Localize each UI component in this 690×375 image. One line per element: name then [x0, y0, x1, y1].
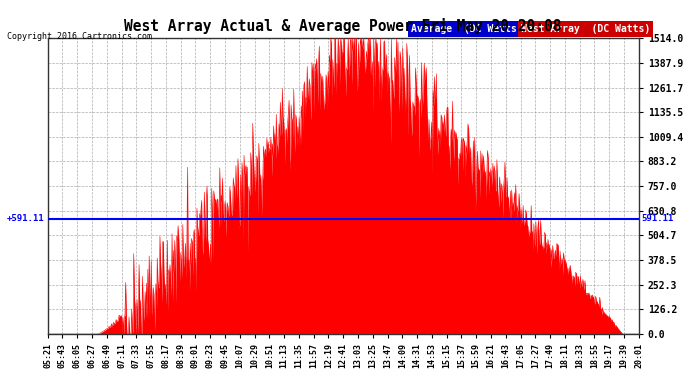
Text: Average  (DC Watts): Average (DC Watts) — [411, 24, 523, 34]
Text: 591.11: 591.11 — [642, 214, 673, 223]
Text: West Array  (DC Watts): West Array (DC Watts) — [520, 24, 650, 34]
Text: +591.11: +591.11 — [7, 214, 44, 223]
Text: Copyright 2016 Cartronics.com: Copyright 2016 Cartronics.com — [7, 32, 152, 41]
Title: West Array Actual & Average Power Fri May 20 20:08: West Array Actual & Average Power Fri Ma… — [124, 18, 562, 34]
